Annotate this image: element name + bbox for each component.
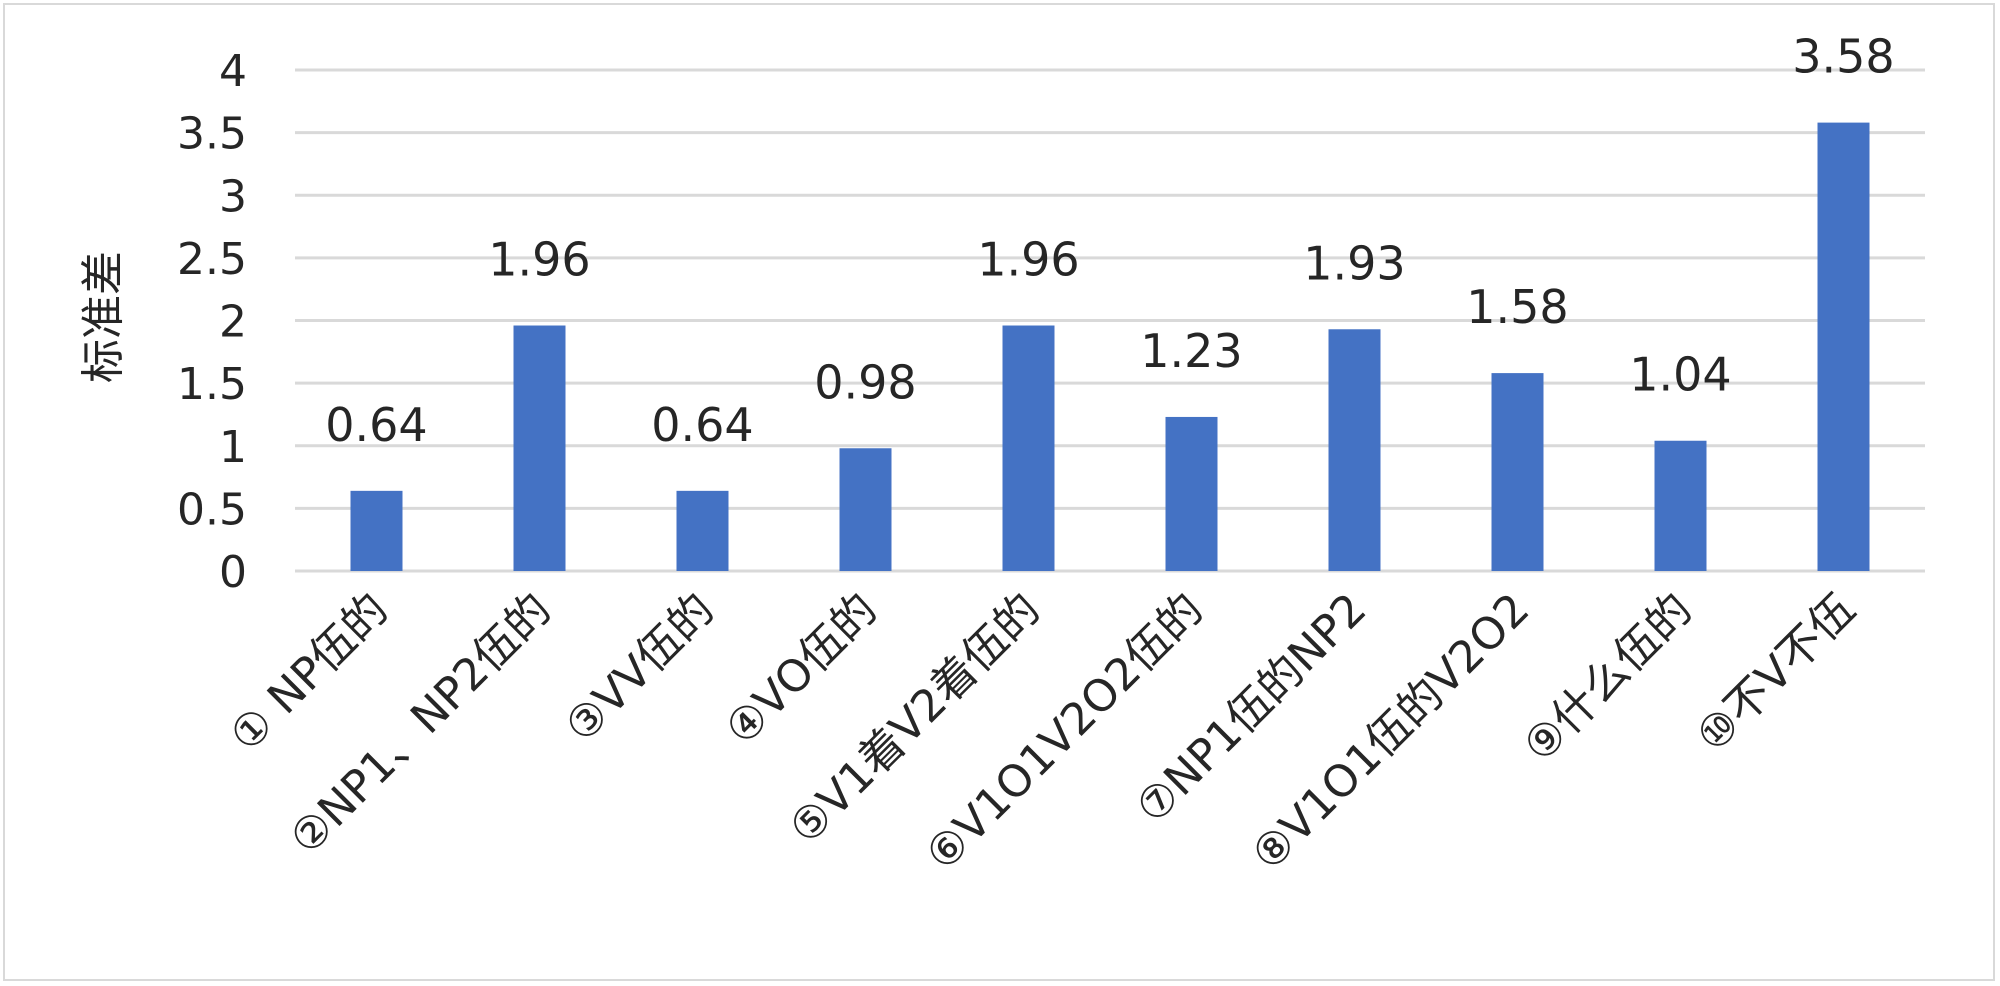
bar (1817, 122, 1870, 571)
y-tick-label: 0.5 (177, 484, 247, 535)
gridlines (295, 68, 1925, 573)
data-label: 1.96 (488, 233, 590, 287)
y-tick-label: 1.5 (177, 359, 247, 410)
data-label: 1.23 (1140, 324, 1242, 378)
x-tick-label: ⑩不V不伍 (1687, 584, 1866, 763)
x-tick-label: ⑥V1O1V2O2伍的 (916, 584, 1213, 881)
y-tick-label: 2.5 (177, 234, 247, 285)
data-label: 3.58 (1792, 30, 1894, 84)
y-axis-ticks: 0 0.5 1 1.5 2 2.5 3 3.5 4 (177, 46, 247, 598)
bars (350, 122, 1870, 571)
x-axis-ticks: ① NP伍的②NP1、NP2伍的③VV伍的④VO伍的⑤V1着V2着伍的⑥V1O1… (220, 584, 1865, 881)
data-label: 1.04 (1629, 348, 1731, 402)
y-tick-label: 2 (219, 297, 247, 348)
data-labels: 0.64 1.96 0.64 0.98 1.96 1.23 1.93 1.58 1.04 3.58 (325, 30, 1894, 452)
y-tick-label: 4 (219, 46, 247, 97)
x-tick-label: ③VV伍的 (556, 584, 725, 753)
data-label: 0.64 (325, 398, 427, 452)
data-label: 0.98 (814, 355, 916, 409)
bar (350, 490, 403, 571)
y-tick-label: 1 (219, 422, 247, 473)
bar (1328, 329, 1381, 571)
y-tick-label: 0 (219, 547, 247, 598)
x-tick-label: ④VO伍的 (716, 584, 887, 755)
data-label: 1.96 (977, 233, 1079, 287)
x-tick-label: ⑧V1O1伍的V2O2 (1242, 584, 1539, 881)
bar (839, 448, 892, 571)
y-tick-label: 3.5 (177, 109, 247, 160)
data-label: 0.64 (651, 398, 753, 452)
bar (1165, 416, 1218, 571)
data-label: 1.93 (1303, 236, 1405, 290)
bar (1654, 440, 1707, 571)
y-axis-label: 标准差 (78, 251, 129, 383)
x-tick-label: ① NP伍的 (220, 584, 398, 762)
bar (676, 490, 729, 571)
bar (513, 325, 566, 571)
data-label: 1.58 (1466, 280, 1568, 334)
bar (1002, 325, 1055, 571)
x-tick-label: ⑨什么伍的 (1514, 584, 1702, 772)
y-tick-label: 3 (219, 171, 247, 222)
bar (1491, 373, 1544, 571)
